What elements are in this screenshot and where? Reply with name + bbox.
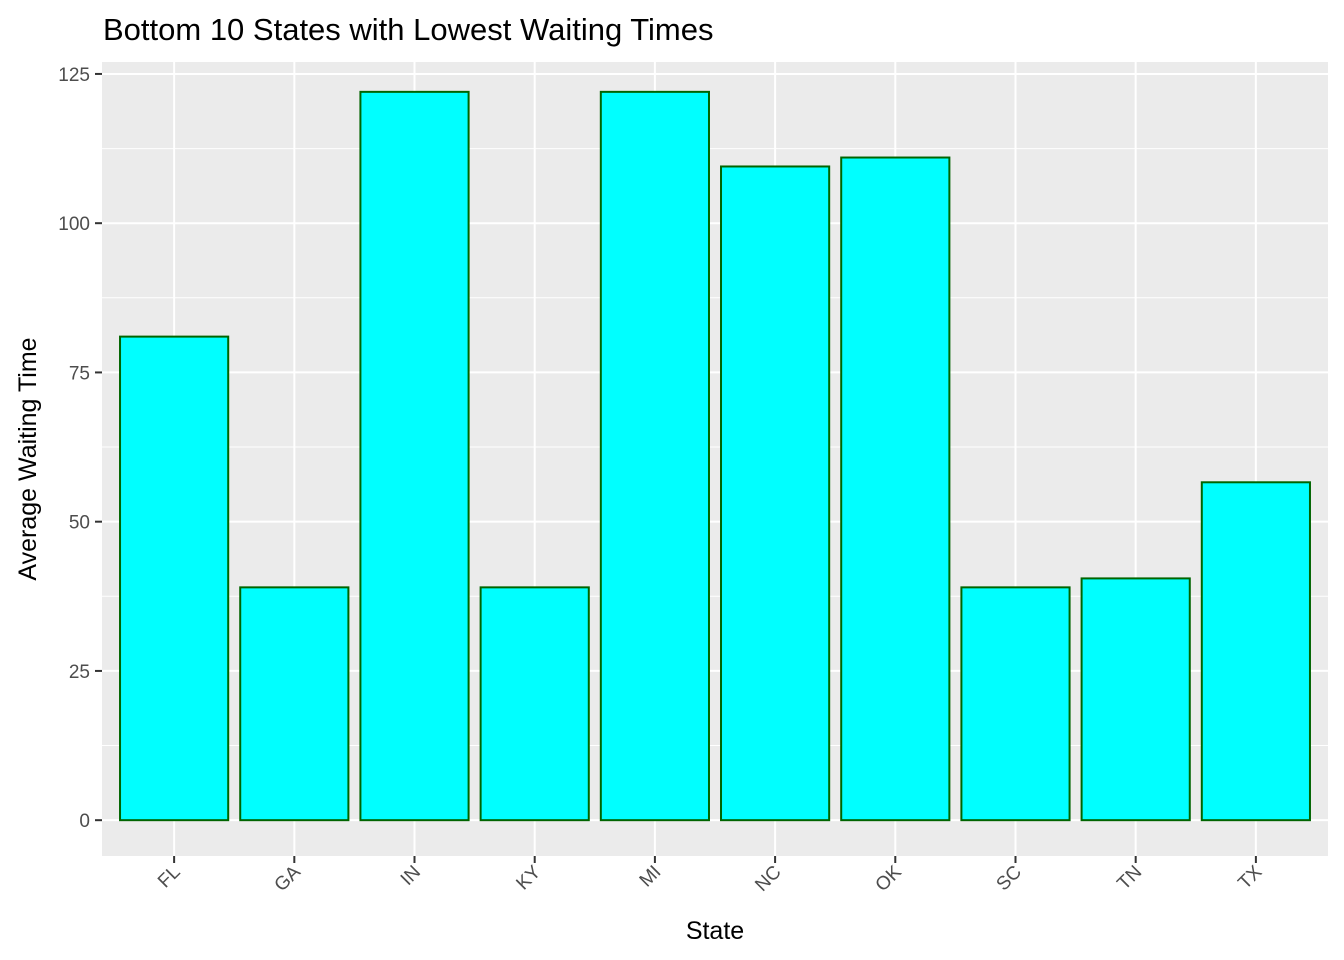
y-tick-label: 25 [69, 662, 90, 683]
y-tick-label: 125 [58, 65, 90, 86]
x-tick-label: SC [993, 862, 1027, 896]
y-tick-label: 0 [79, 811, 90, 832]
bar-mi [599, 90, 710, 822]
x-tick-label: MI [636, 862, 666, 892]
x-tick-label: TX [1234, 861, 1266, 893]
x-tick-label: TN [1113, 862, 1146, 895]
x-tick-label: IN [397, 862, 425, 890]
x-axis: FL GA IN KY MI NC OK SC TN TX [154, 856, 1267, 896]
bar-in [359, 90, 470, 822]
y-tick-label: 75 [69, 363, 90, 384]
x-tick-label: GA [271, 861, 305, 895]
bar-fl [119, 335, 230, 822]
bar-sc [960, 586, 1071, 822]
x-tick-label: FL [154, 862, 185, 893]
bar-ga [239, 586, 350, 822]
bar-ok [840, 156, 951, 822]
x-tick-label: KY [512, 861, 545, 894]
bar-tx [1200, 481, 1311, 822]
chart-title: Bottom 10 States with Lowest Waiting Tim… [103, 12, 714, 47]
bar-tn [1080, 577, 1191, 822]
x-tick-label: OK [872, 861, 906, 895]
bars [119, 90, 1311, 822]
bar-nc [720, 165, 831, 822]
bar-ky [479, 586, 590, 822]
x-tick-label: NC [751, 862, 785, 896]
y-axis-title: Average Waiting Time [14, 337, 42, 580]
x-axis-title: State [686, 917, 744, 945]
y-tick-label: 50 [69, 513, 90, 534]
y-axis: 0 25 50 75 100 125 [58, 65, 102, 832]
y-tick-label: 100 [58, 214, 90, 235]
